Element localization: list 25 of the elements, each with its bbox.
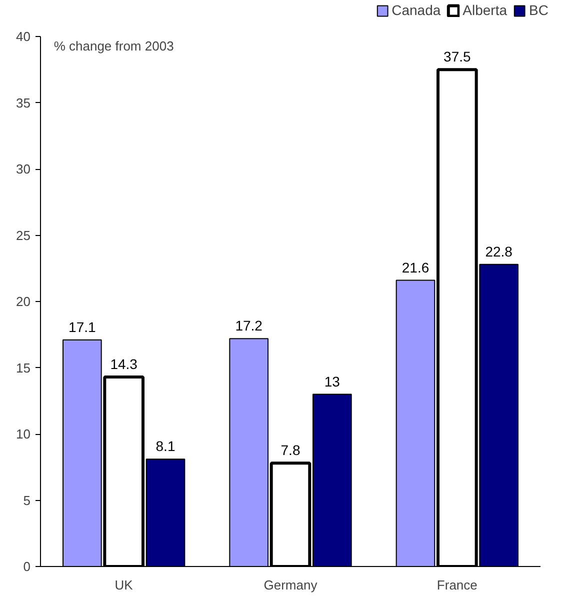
- y-tick-label: 15: [16, 360, 31, 376]
- data-label: 13: [324, 373, 340, 390]
- y-tick-label: 0: [23, 559, 31, 574]
- y-tick-label: 30: [16, 162, 31, 176]
- data-label: 8.1: [156, 438, 176, 454]
- legend-label: Canada: [392, 2, 441, 18]
- x-tick-label: Germany: [264, 578, 318, 592]
- y-tick-label: 5: [23, 492, 31, 508]
- data-label: 14.3: [110, 356, 138, 372]
- y-tick-label: 10: [16, 426, 31, 442]
- legend-label: Alberta: [462, 2, 507, 18]
- y-tick-label: 20: [16, 294, 31, 309]
- data-label: 7.8: [280, 442, 300, 458]
- data-label: 22.8: [485, 243, 513, 260]
- x-tick-label: UK: [114, 578, 134, 592]
- y-tick-label: 35: [16, 95, 31, 110]
- y-tick-label: 40: [16, 29, 31, 44]
- data-label: 17.1: [68, 318, 96, 335]
- x-tick-label: France: [436, 578, 478, 592]
- data-label: 21.6: [402, 259, 430, 276]
- data-label: 17.2: [235, 318, 263, 334]
- y-tick-label: 25: [16, 228, 31, 243]
- y-axis-title: % change from 2003: [54, 38, 174, 54]
- legend-label: BC: [529, 2, 549, 18]
- data-label: 37.5: [444, 48, 472, 65]
